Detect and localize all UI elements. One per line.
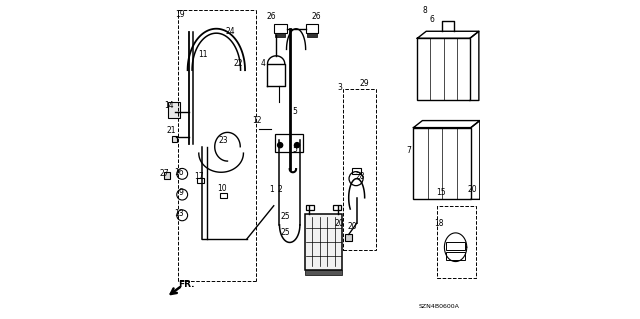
- Text: 25: 25: [281, 212, 291, 221]
- Bar: [172, 136, 177, 142]
- Circle shape: [294, 143, 300, 148]
- Bar: [343, 89, 376, 250]
- Text: 26: 26: [311, 12, 321, 21]
- Text: 14: 14: [164, 101, 174, 110]
- Bar: [306, 205, 314, 210]
- Text: 11: 11: [198, 50, 207, 59]
- Text: 18: 18: [434, 219, 444, 228]
- Text: SZN4B0600A: SZN4B0600A: [418, 304, 459, 309]
- Text: 8: 8: [422, 6, 427, 15]
- Text: 27: 27: [159, 169, 169, 178]
- Bar: [333, 205, 341, 210]
- Text: 5: 5: [292, 145, 297, 154]
- Text: 12: 12: [252, 116, 262, 125]
- Bar: [275, 134, 303, 152]
- Bar: [446, 252, 465, 260]
- Text: 19: 19: [175, 10, 184, 19]
- Text: 25: 25: [281, 228, 291, 237]
- Bar: [446, 242, 465, 250]
- Text: 17: 17: [195, 172, 204, 181]
- Bar: [196, 178, 204, 183]
- Text: 20: 20: [468, 185, 477, 194]
- Text: 2: 2: [277, 185, 282, 194]
- Text: 21: 21: [166, 126, 176, 135]
- Text: 20: 20: [347, 222, 356, 231]
- Text: 13: 13: [174, 209, 184, 218]
- Bar: [220, 193, 227, 198]
- Bar: [274, 24, 287, 33]
- Bar: [352, 168, 361, 174]
- Text: 28: 28: [355, 172, 365, 181]
- Bar: [306, 24, 319, 33]
- Bar: [305, 214, 342, 270]
- Bar: [307, 33, 317, 37]
- Text: 24: 24: [225, 27, 235, 36]
- Bar: [275, 33, 285, 37]
- Bar: [164, 172, 170, 179]
- Bar: [437, 206, 476, 278]
- Text: 10: 10: [217, 184, 227, 193]
- Text: 15: 15: [436, 189, 445, 197]
- Bar: [344, 234, 351, 241]
- Bar: [305, 270, 342, 275]
- Text: 4: 4: [261, 59, 266, 68]
- Text: FR.: FR.: [179, 280, 195, 289]
- Bar: [168, 102, 180, 118]
- Text: 16: 16: [174, 168, 184, 177]
- Text: 1: 1: [269, 185, 274, 194]
- Bar: [413, 128, 471, 199]
- Bar: [417, 38, 470, 100]
- Text: 23: 23: [219, 136, 228, 145]
- Circle shape: [278, 143, 283, 148]
- Text: 22: 22: [233, 59, 243, 68]
- Text: 20: 20: [334, 219, 344, 228]
- Text: 29: 29: [359, 79, 369, 88]
- Text: 7: 7: [406, 146, 411, 155]
- Text: 5: 5: [292, 107, 297, 116]
- Text: 3: 3: [337, 83, 342, 92]
- Text: 26: 26: [267, 12, 276, 21]
- Text: 6: 6: [430, 15, 435, 24]
- Text: 9: 9: [178, 189, 183, 197]
